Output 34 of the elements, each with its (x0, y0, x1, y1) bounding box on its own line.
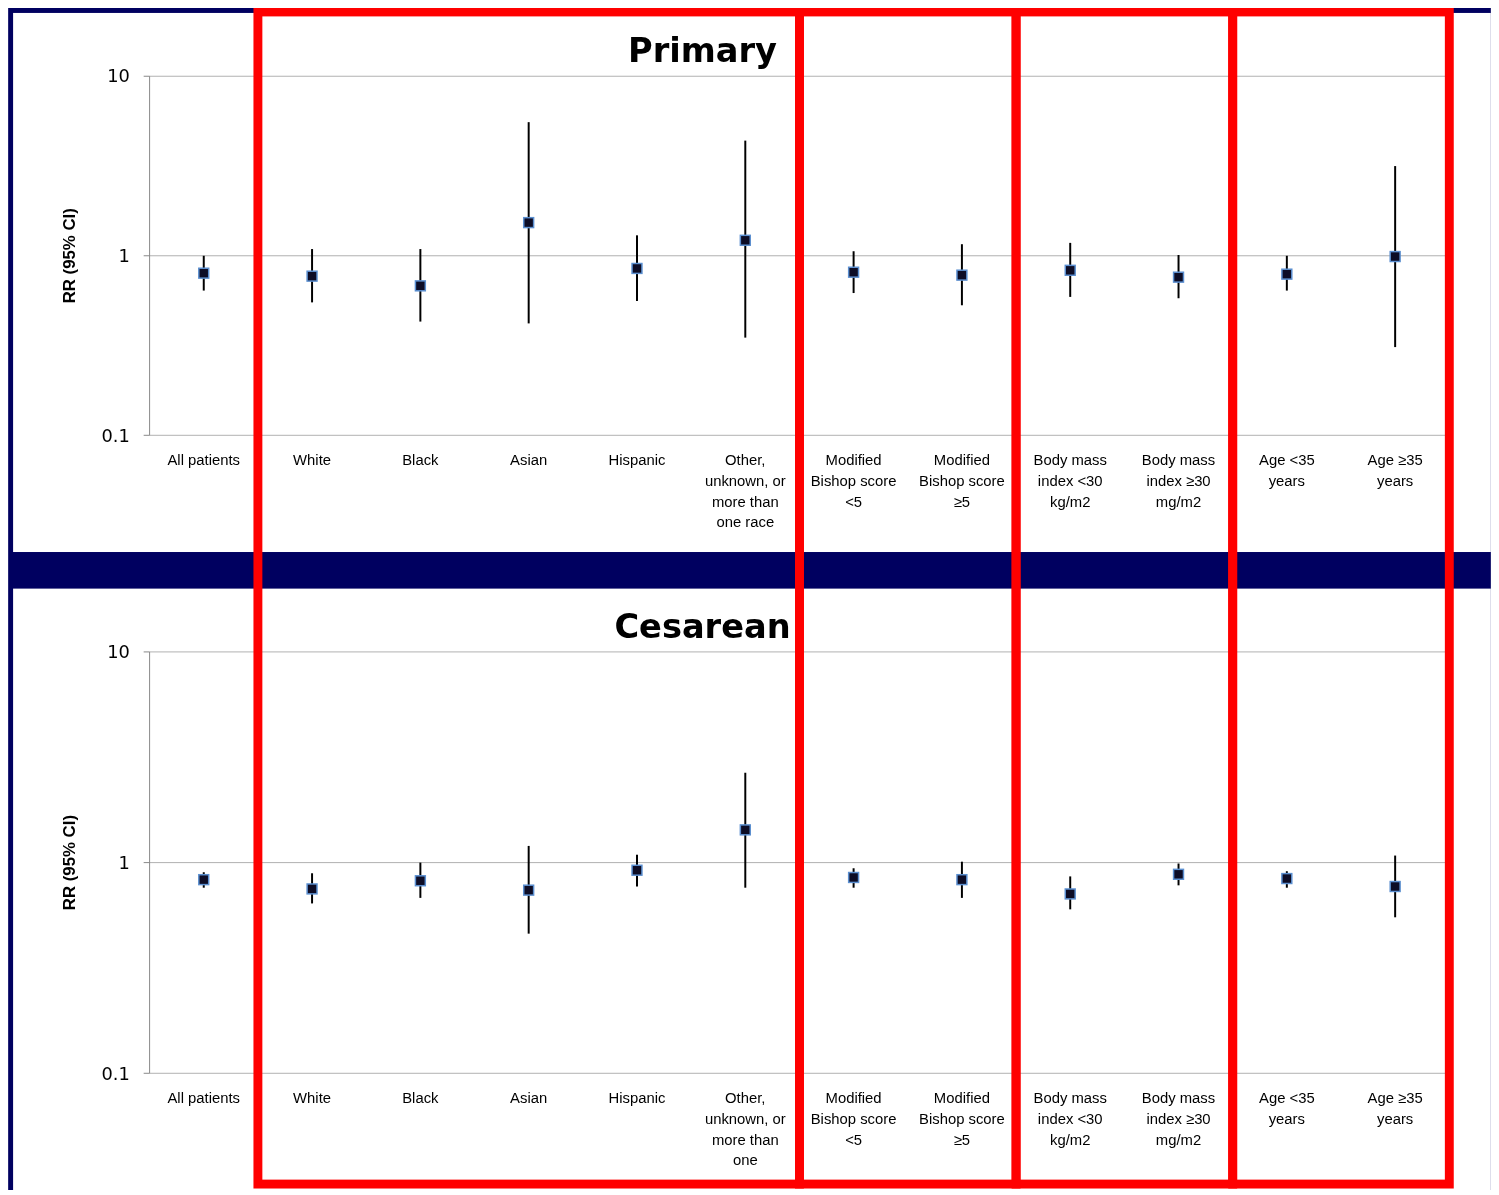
x-tick-label: Modified Bishop score <5 (810, 1089, 897, 1148)
y-tick-label: 0.1 (101, 424, 130, 446)
y-tick-label: 1 (118, 851, 130, 873)
chart-title: Primary (628, 31, 778, 71)
x-tick-label: All patients (167, 1089, 241, 1106)
x-tick-label: Age ≥35 years (1367, 1089, 1423, 1127)
x-tick-label: Modified Bishop score ≥5 (919, 1089, 1005, 1148)
x-tick-label: Age <35 years (1259, 1089, 1315, 1127)
x-tick-label: Body mass index ≥30 mg/m2 (1141, 451, 1216, 510)
x-tick-label: Modified Bishop score ≥5 (919, 451, 1005, 510)
x-tick-label: Black (402, 1089, 440, 1106)
x-tick-label: Modified Bishop score <5 (810, 451, 897, 510)
x-tick-label: Black (402, 451, 440, 468)
x-tick-label: Age <35 years (1259, 451, 1315, 489)
x-tick-label: Other, unknown, or more than one race (704, 451, 786, 531)
y-tick-label: 1 (118, 245, 130, 267)
x-tick-label: Hispanic (608, 1089, 666, 1106)
y-tick-label: 0.1 (101, 1062, 130, 1084)
y-axis-title: RR (95% CI) (60, 208, 80, 304)
y-tick-label: 10 (107, 65, 130, 87)
x-tick-label: Asian (510, 451, 548, 468)
x-tick-label: Body mass index <30 kg/m2 (1033, 451, 1107, 510)
x-tick-label: Asian (510, 1089, 548, 1106)
x-tick-label: Age ≥35 years (1367, 451, 1423, 489)
y-tick-label: 10 (107, 641, 130, 663)
x-tick-label: Body mass index ≥30 mg/m2 (1141, 1089, 1216, 1148)
x-tick-label: Other, unknown, or more than one (704, 1089, 786, 1169)
x-tick-label: Hispanic (608, 451, 666, 468)
x-tick-label: All patients (167, 451, 241, 468)
x-tick-label: White (293, 1089, 332, 1106)
x-tick-label: White (293, 451, 332, 468)
x-tick-label: Body mass index <30 kg/m2 (1033, 1089, 1107, 1148)
y-axis-title: RR (95% CI) (60, 815, 80, 911)
chart-title: Cesarean (614, 607, 791, 647)
